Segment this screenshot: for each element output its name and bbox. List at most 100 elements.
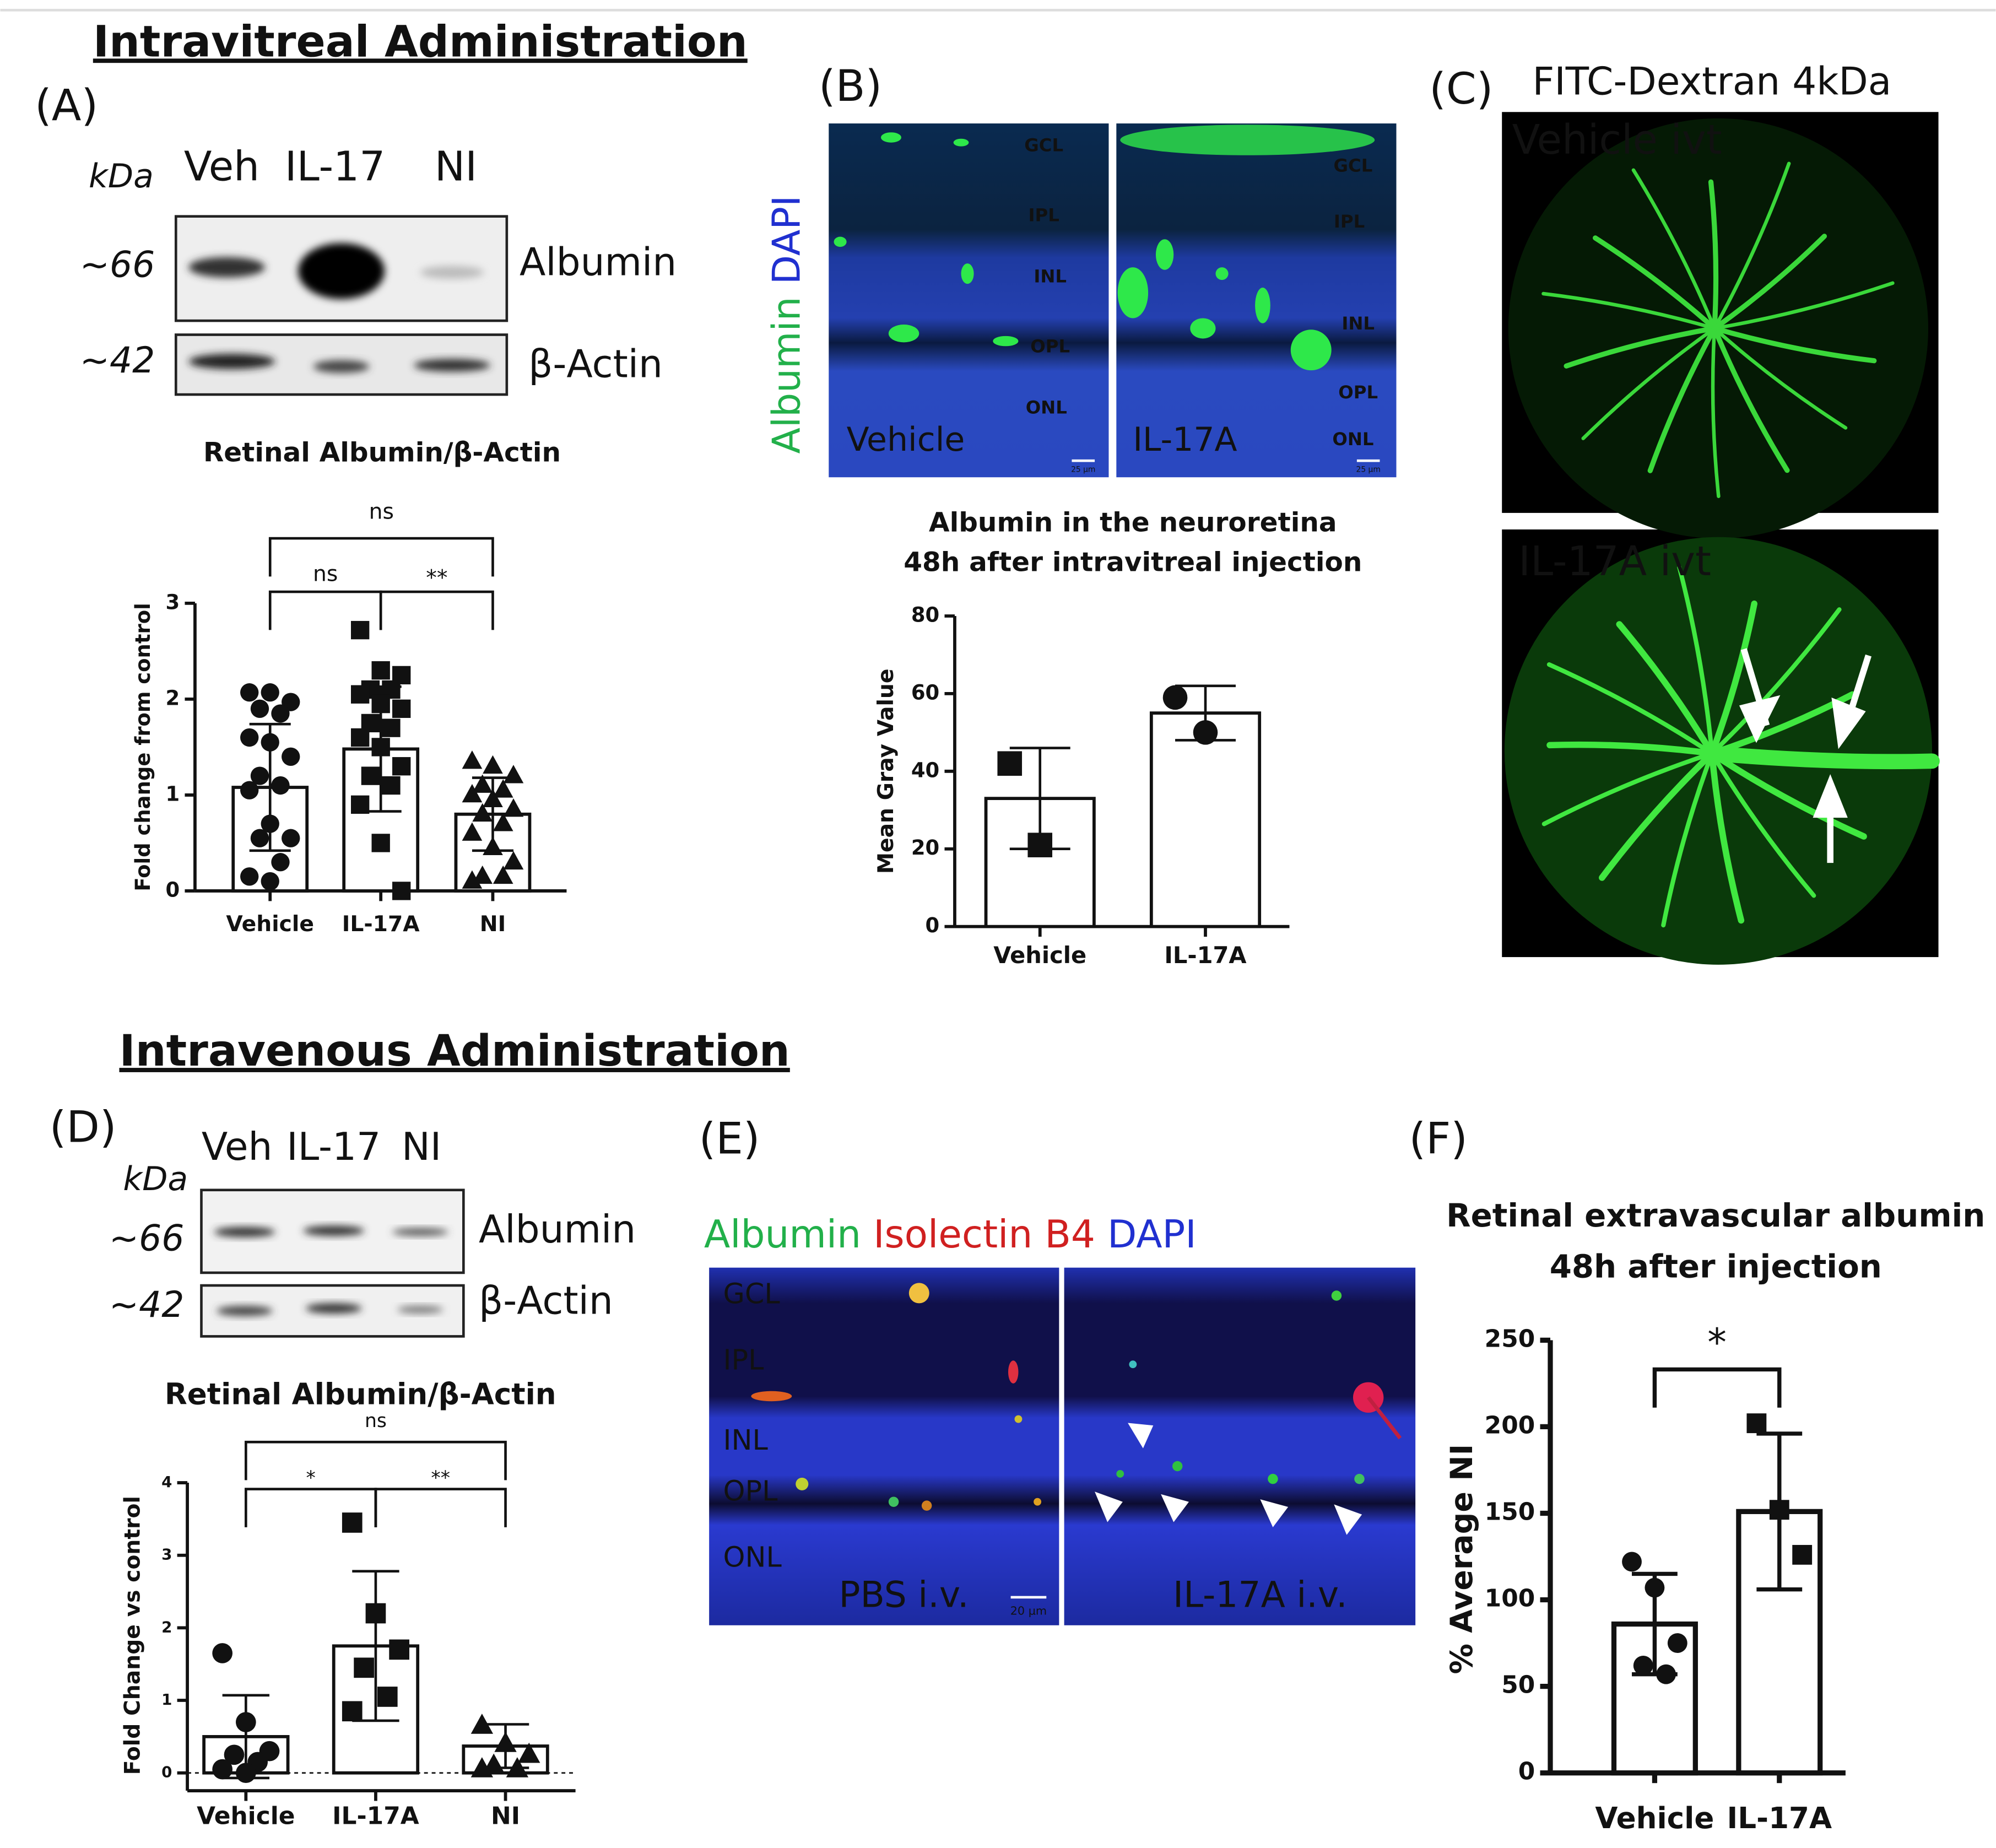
point bbox=[382, 718, 401, 737]
spots bbox=[751, 1283, 1402, 1511]
vessel bbox=[1541, 291, 1717, 331]
point bbox=[392, 699, 411, 718]
scale-label: 20 µm bbox=[1010, 1604, 1047, 1617]
layer: GCL bbox=[1024, 135, 1063, 156]
y-tick-label: 40 bbox=[911, 758, 939, 782]
point bbox=[470, 1714, 494, 1734]
vessel bbox=[1712, 281, 1895, 331]
kda: kDa bbox=[123, 1160, 188, 1198]
vessel bbox=[1647, 326, 1717, 473]
image-label: IL-17A i.v. bbox=[1173, 1575, 1348, 1616]
panel-label: (A) bbox=[35, 80, 98, 131]
point bbox=[235, 1712, 256, 1732]
significance-bracket bbox=[245, 1440, 507, 1480]
x-tick-label: Vehicle bbox=[993, 942, 1086, 969]
panel-label: (F) bbox=[1409, 1113, 1468, 1164]
point bbox=[392, 882, 411, 900]
y-tick-label: 0 bbox=[161, 1763, 172, 1781]
x-tick-label: Vehicle bbox=[226, 912, 314, 937]
vessel bbox=[1712, 326, 1790, 473]
point bbox=[224, 1744, 245, 1765]
blot-d: kDa Veh IL-17 NI ~66 ~42 Albumin β-Actin bbox=[109, 1125, 636, 1338]
significance-bracket bbox=[1652, 1367, 1782, 1408]
scale-label: 25 µm bbox=[1356, 465, 1381, 474]
micrograph bbox=[829, 123, 1109, 478]
layer: OPL bbox=[1030, 336, 1070, 357]
point bbox=[472, 803, 493, 822]
vessel bbox=[1712, 326, 1877, 364]
layer: INL bbox=[1034, 266, 1067, 287]
point bbox=[483, 755, 503, 774]
y-axis-label: Fold Change vs control bbox=[121, 1496, 145, 1775]
point bbox=[483, 836, 503, 855]
layer: IPL bbox=[1334, 211, 1365, 232]
scale-label: 25 µm bbox=[1071, 465, 1095, 474]
vessel bbox=[1546, 741, 1716, 757]
band bbox=[420, 266, 484, 279]
point bbox=[472, 865, 493, 884]
band-label: β-Actin bbox=[528, 342, 663, 386]
point bbox=[1792, 1544, 1813, 1565]
significance-label: * bbox=[306, 1467, 315, 1489]
point bbox=[371, 834, 390, 852]
point bbox=[462, 870, 483, 889]
y-axis-label: Fold change from control bbox=[131, 603, 155, 891]
point bbox=[240, 683, 259, 702]
point bbox=[350, 728, 370, 747]
band bbox=[414, 359, 490, 372]
lane: Veh bbox=[202, 1125, 273, 1169]
green-spots bbox=[834, 125, 1375, 371]
y-axis-label: Mean Gray Value bbox=[874, 669, 899, 874]
point bbox=[493, 779, 513, 798]
point bbox=[250, 766, 269, 785]
chart-title: Retinal extravascular albumin bbox=[1446, 1197, 1985, 1234]
chart-title: Retinal Albumin/β-Actin bbox=[203, 437, 561, 468]
point bbox=[240, 728, 259, 747]
panel-label: (E) bbox=[699, 1113, 760, 1164]
point bbox=[271, 776, 290, 795]
point bbox=[250, 829, 269, 847]
point bbox=[282, 829, 300, 847]
point bbox=[261, 814, 279, 833]
point bbox=[282, 747, 300, 766]
layer: OPL bbox=[1338, 382, 1378, 403]
point bbox=[235, 1763, 256, 1784]
vessel bbox=[1712, 326, 1848, 430]
y-tick-label: 250 bbox=[1485, 1325, 1535, 1353]
arrows bbox=[1739, 648, 1871, 863]
micro-b: Albumin DAPI GCL IPL INL OPL ONL GCL IPL… bbox=[765, 123, 1397, 478]
stain: Albumin bbox=[704, 1213, 861, 1257]
layer: OPL bbox=[723, 1475, 778, 1507]
stain: Albumin bbox=[765, 296, 809, 453]
point bbox=[1656, 1664, 1676, 1684]
micrograph bbox=[709, 1267, 1059, 1625]
lane: NI bbox=[435, 143, 477, 191]
y-tick-label: 2 bbox=[161, 1618, 172, 1636]
significance-bracket bbox=[268, 537, 494, 577]
point bbox=[371, 738, 390, 757]
point bbox=[350, 795, 370, 814]
bar bbox=[1149, 711, 1262, 928]
panel-label: (B) bbox=[819, 61, 882, 111]
size: ~66 bbox=[109, 1218, 184, 1260]
y-tick-label: 4 bbox=[161, 1473, 172, 1491]
y-tick-label: 2 bbox=[166, 686, 180, 710]
band-label: β-Actin bbox=[479, 1279, 613, 1323]
chart-title: Albumin in the neuroretina bbox=[929, 507, 1337, 538]
panel-label: (C) bbox=[1429, 63, 1493, 114]
point bbox=[462, 783, 483, 803]
point bbox=[350, 685, 370, 704]
point bbox=[1769, 1500, 1789, 1520]
y-tick-label: 50 bbox=[1501, 1671, 1535, 1699]
vessel bbox=[1541, 751, 1714, 826]
band bbox=[217, 1305, 273, 1316]
layer: ONL bbox=[1026, 397, 1067, 418]
point bbox=[470, 1757, 494, 1777]
point bbox=[1746, 1413, 1767, 1434]
layer: IPL bbox=[723, 1344, 765, 1376]
point bbox=[1645, 1577, 1665, 1598]
vessel bbox=[1712, 234, 1827, 331]
vessels bbox=[1541, 161, 1895, 498]
x-tick-label: IL-17A bbox=[342, 912, 420, 937]
